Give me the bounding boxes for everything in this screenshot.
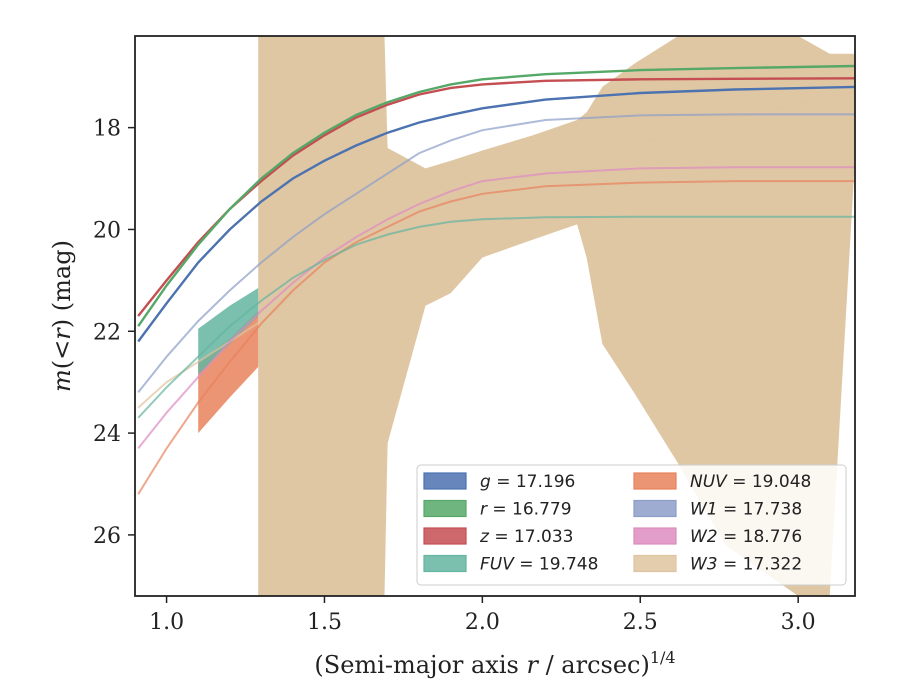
series-lines	[137, 64, 855, 495]
plot-frame	[134, 35, 856, 597]
x-axis-ticks: 1.0 1.5 2.0 2.5 3.0	[149, 596, 816, 635]
series-line-fuv	[137, 215, 855, 419]
y-axis-title-r: r	[48, 327, 76, 340]
legend-swatch-w1	[633, 499, 677, 518]
series-line-r	[137, 64, 855, 327]
legend-label-w1: W1 = 17.738	[690, 500, 802, 520]
series-line-g	[137, 85, 855, 343]
y-tick-label: 20	[93, 218, 121, 243]
y-tick-label: 22	[93, 320, 121, 345]
legend-label-g: g = 17.196	[480, 472, 575, 492]
y-tick-label: 18	[93, 117, 121, 142]
legend: g = 17.196 r = 16.779 z = 17.033 FUV = 19.7…	[416, 464, 847, 586]
y-axis-title: m(<r) (mag)	[48, 240, 76, 392]
y-axis-title-lparen: (	[48, 360, 76, 369]
legend-label-z: z = 17.033	[479, 527, 573, 547]
y-axis-title-rparen: )	[48, 319, 76, 328]
legend-label-fuv: FUV = 19.748	[480, 555, 598, 575]
legend-swatch-z	[423, 527, 467, 545]
x-tick-label: 1.0	[149, 610, 184, 635]
legend-box	[416, 464, 847, 586]
legend-swatch-g	[423, 472, 467, 490]
legend-swatch-fuv	[423, 554, 467, 573]
x-axis-title: (Semi-major axis r / arcsec)1/4	[314, 648, 675, 679]
series-line-nuv	[137, 180, 855, 495]
y-axis-title-m: m	[48, 369, 76, 392]
legend-label-r: r = 16.779	[480, 500, 572, 520]
x-axis-title-rest: / arcsec)	[538, 651, 650, 679]
x-axis-title-var: r	[526, 651, 539, 679]
legend-swatch-w3	[633, 554, 677, 573]
legend-label-w3: W3 = 17.322	[690, 555, 802, 575]
legend-label-nuv: NUV = 19.048	[690, 472, 811, 492]
y-axis-title-unit: (mag)	[48, 240, 76, 319]
legend-swatch-w2	[633, 527, 677, 545]
series-line-w2	[137, 166, 855, 450]
series-line-w1	[137, 113, 855, 394]
x-axis-title-exponent: 1/4	[650, 648, 676, 667]
error-band-nuv	[198, 310, 259, 434]
y-tick-label: 24	[93, 422, 121, 447]
legend-swatch-r	[423, 499, 467, 518]
series-line-w3	[137, 91, 855, 409]
legend-label-w2: W2 = 18.776	[690, 527, 802, 547]
y-tick-label: 26	[93, 524, 121, 549]
x-tick-label: 2.0	[465, 610, 500, 635]
error-band-w3	[258, 36, 855, 596]
x-tick-label: 2.5	[623, 610, 658, 635]
legend-swatch-nuv	[633, 472, 677, 490]
x-tick-label: 3.0	[781, 610, 816, 635]
x-tick-label: 1.5	[307, 610, 342, 635]
y-axis-ticks: 18 20 22 24 26	[93, 117, 135, 549]
x-axis-title-main: (Semi-major axis	[314, 651, 526, 679]
y-axis-title-lt: <	[48, 340, 76, 360]
